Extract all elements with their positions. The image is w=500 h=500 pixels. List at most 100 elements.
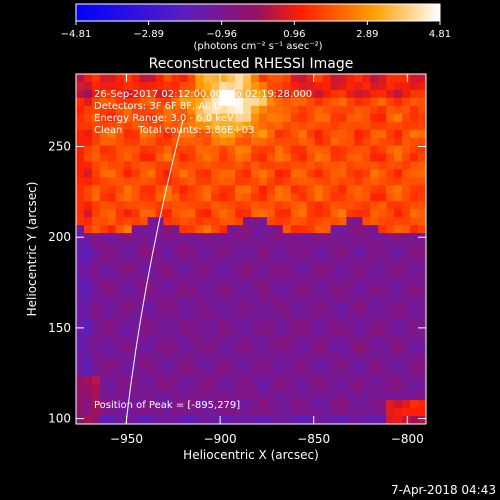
heatmap-cell (219, 384, 228, 393)
heatmap-cell (235, 241, 244, 250)
heatmap-cell (338, 360, 347, 369)
heatmap-cell (354, 336, 363, 345)
heatmap-cell (131, 392, 141, 401)
heatmap-cell (378, 272, 387, 282)
heatmap-cell (235, 312, 244, 322)
heatmap-cell (195, 233, 204, 242)
heatmap-cell (394, 169, 403, 178)
heatmap-cell (251, 97, 260, 107)
heatmap-cell (410, 145, 419, 155)
heatmap-cell (362, 264, 371, 274)
heatmap-cell (131, 328, 141, 337)
heatmap-cell (131, 81, 141, 91)
heatmap-cell (139, 169, 149, 178)
heatmap-cell (314, 81, 324, 91)
heatmap-cell (155, 296, 164, 306)
heatmap-cell (266, 113, 276, 123)
heatmap-cell (211, 392, 220, 401)
heatmap-cell (362, 344, 371, 353)
heatmap-cell (123, 360, 133, 369)
heatmap-cell (346, 97, 355, 107)
heatmap-cell (330, 368, 339, 377)
heatmap-cell (163, 185, 172, 194)
heatmap-cell (298, 384, 308, 393)
heatmap-cell (298, 272, 308, 282)
heatmap-cell (163, 264, 172, 274)
heatmap-cell (171, 113, 180, 123)
heatmap-cell (99, 272, 109, 282)
heatmap-cell (163, 336, 172, 345)
heatmap-cell (410, 368, 419, 377)
heatmap-cell (266, 392, 276, 401)
heatmap-cell (76, 360, 85, 369)
heatmap-cell (83, 145, 93, 155)
heatmap-cell (306, 81, 316, 91)
heatmap-cell (402, 97, 411, 107)
heatmap-cell (338, 74, 347, 83)
heatmap-cell (322, 264, 332, 274)
heatmap-cell (243, 249, 252, 258)
heatmap-cell (76, 145, 85, 155)
heatmap-cell (211, 137, 220, 147)
heatmap-cell (99, 392, 109, 401)
heatmap-cell (115, 185, 125, 194)
heatmap-cell (235, 153, 244, 162)
heatmap-cell (203, 280, 212, 290)
heatmap-cell (418, 256, 426, 266)
heatmap-cell (298, 336, 308, 345)
heatmap-cell (346, 193, 355, 202)
heatmap-cell (203, 336, 212, 345)
heatmap-cell (370, 201, 379, 210)
heatmap-cell (330, 408, 339, 417)
heatmap-cell (211, 97, 220, 107)
heatmap-cell (258, 280, 268, 290)
heatmap-cell (314, 145, 324, 155)
heatmap-cell (354, 392, 363, 401)
heatmap-cell (219, 201, 228, 210)
heatmap-cell (418, 169, 426, 178)
heatmap-cell (107, 161, 117, 170)
heatmap-cell (219, 288, 228, 298)
heatmap-cell (338, 217, 347, 226)
heatmap-cell (123, 344, 133, 353)
heatmap-cell (243, 161, 252, 170)
heatmap-cell (346, 392, 355, 401)
heatmap-cell (362, 177, 371, 186)
heatmap-cell (123, 336, 133, 345)
heatmap-cell (370, 153, 379, 162)
heatmap-cell (394, 217, 403, 226)
heatmap-cell (131, 360, 141, 369)
heatmap-cell (76, 185, 85, 194)
heatmap-cell (410, 352, 419, 361)
heatmap-cell (227, 352, 236, 361)
heatmap-cell (179, 193, 188, 202)
heatmap-cell (306, 416, 316, 424)
heatmap-cell (314, 105, 324, 115)
heatmap-cell (306, 209, 316, 218)
heatmap-cell (298, 153, 308, 162)
heatmap-cell (346, 209, 355, 218)
heatmap-cell (83, 272, 93, 282)
heatmap-cell (258, 225, 268, 234)
heatmap-cell (394, 400, 403, 409)
heatmap-cell (314, 137, 324, 147)
heatmap-cell (314, 249, 324, 258)
heatmap-cell (179, 352, 188, 361)
heatmap-cell (227, 185, 236, 194)
heatmap-cell (211, 249, 220, 258)
heatmap-cell (258, 74, 268, 83)
heatmap-cell (187, 392, 196, 401)
heatmap-cell (402, 89, 411, 99)
heatmap-cell (322, 384, 332, 393)
heatmap-cell (115, 233, 125, 242)
heatmap-cell (163, 384, 172, 393)
heatmap-cell (91, 416, 101, 424)
heatmap-cell (418, 185, 426, 194)
heatmap-cell (235, 352, 244, 361)
heatmap-cell (203, 296, 212, 306)
heatmap-cell (187, 344, 196, 353)
heatmap-cell (298, 89, 308, 99)
heatmap-cell (298, 137, 308, 147)
heatmap-cell (410, 416, 419, 424)
heatmap-cell (306, 97, 316, 107)
